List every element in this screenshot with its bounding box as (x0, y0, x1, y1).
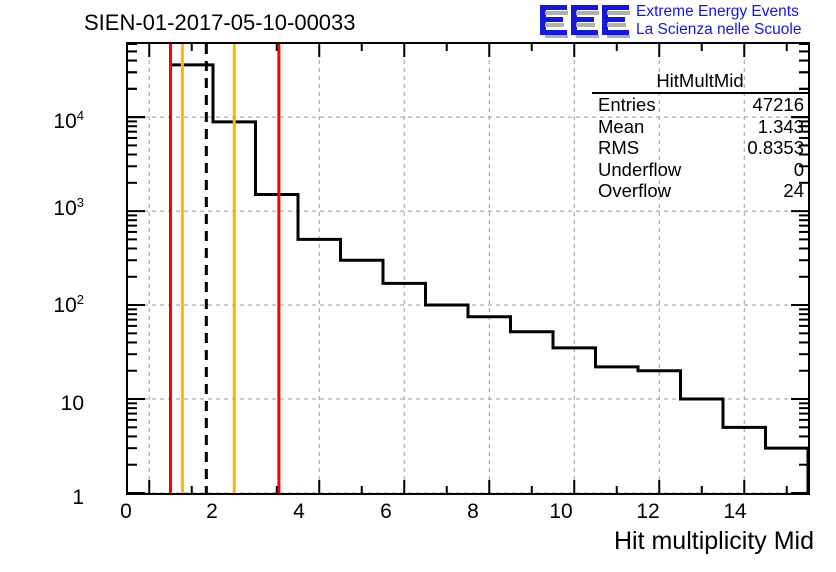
stats-key-entries: Entries (598, 94, 656, 115)
y-tick-label-1: 1 (72, 486, 84, 509)
stats-row-entries: Entries 47216 (592, 94, 808, 116)
x-tick-label-4: 4 (293, 500, 305, 523)
x-tick-label-6: 6 (380, 500, 392, 523)
eee-logo: Extreme Energy Events La Scienza nelle S… (540, 2, 836, 40)
stats-row-rms: RMS 0.8353 (592, 137, 808, 159)
stats-key-rms: RMS (598, 137, 640, 158)
y-tick-label-10000: 104 (53, 108, 84, 133)
plot-inner (128, 44, 808, 493)
stats-value-entries: 47216 (752, 94, 804, 115)
x-tick-label-12: 12 (636, 500, 660, 523)
histogram-outline (169, 63, 808, 493)
y-tick-label-1000: 103 (53, 195, 84, 220)
x-tick-label-2: 2 (206, 500, 218, 523)
stats-value-underflow: 0 (793, 158, 804, 180)
stats-key-underflow: Underflow (598, 158, 682, 180)
stats-row-mean: Mean 1.343 (592, 116, 808, 138)
stats-value-rms: 0.8353 (747, 137, 804, 158)
stats-box-title: HitMultMid (592, 70, 808, 94)
eee-logo-line1: Extreme Energy Events (636, 3, 799, 20)
stats-value-overflow: 24 (783, 180, 804, 201)
stats-row-underflow: Underflow 0 (592, 159, 808, 181)
page-title: SIEN-01-2017-05-10-00033 (84, 10, 356, 35)
stats-key-overflow: Overflow (598, 180, 671, 201)
y-tick-label-100: 102 (53, 292, 84, 317)
x-tick-label-0: 0 (120, 500, 132, 523)
histogram-svg (128, 44, 808, 493)
stats-row-overflow: Overflow 24 (592, 180, 808, 202)
eee-logo-line2: La Scienza nelle Scuole (636, 20, 802, 38)
x-tick-label-10: 10 (549, 500, 573, 523)
x-axis-title: Hit multiplicity Mid (613, 527, 814, 555)
stats-value-mean: 1.343 (757, 115, 804, 137)
y-tick-label-10: 10 (60, 392, 84, 415)
stats-box: HitMultMid Entries 47216 Mean 1.343 RMS … (592, 70, 808, 202)
eee-logo-mark (540, 5, 630, 38)
stats-key-mean: Mean (598, 115, 645, 137)
eee-logo-text: Extreme Energy Events La Scienza nelle S… (636, 3, 801, 38)
plot-area (126, 42, 810, 495)
x-tick-label-8: 8 (467, 500, 479, 523)
x-tick-label-14: 14 (723, 500, 747, 523)
